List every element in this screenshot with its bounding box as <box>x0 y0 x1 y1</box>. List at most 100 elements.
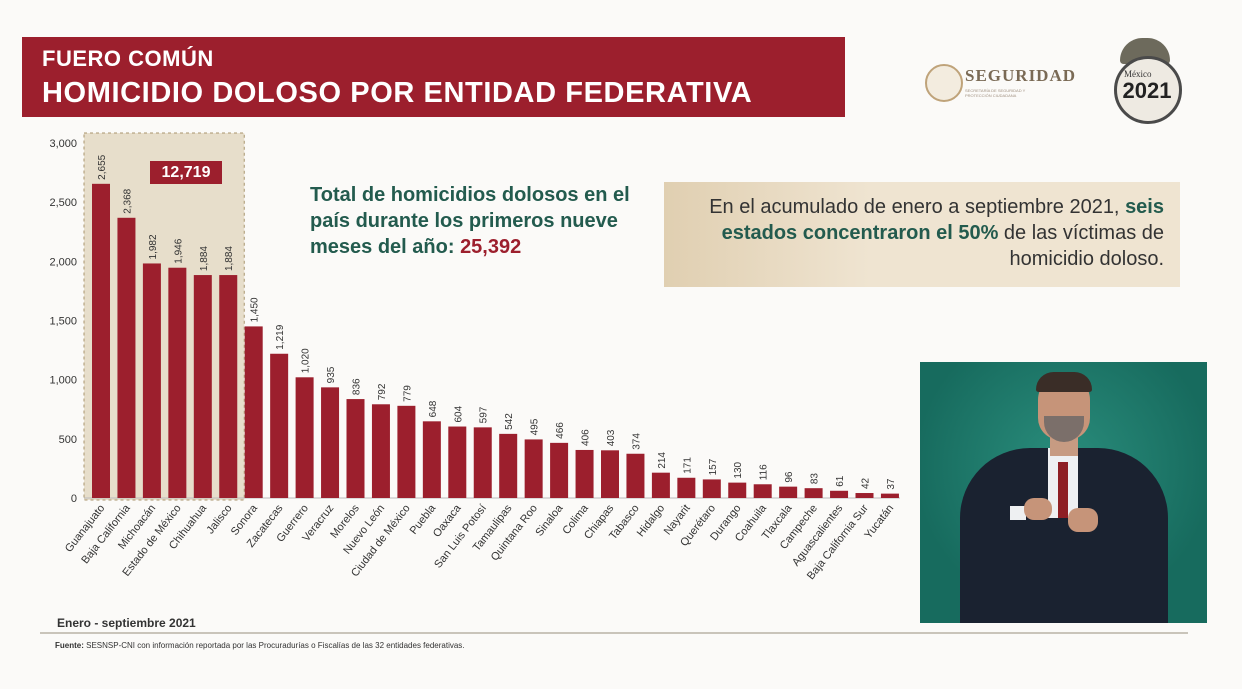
bar <box>702 479 721 498</box>
bar-value-label: 495 <box>530 418 541 435</box>
callout-text: En el acumulado de enero a septiembre 20… <box>664 194 1164 272</box>
bar-value-label: 403 <box>606 429 617 446</box>
bar-value-label: 1,884 <box>199 246 210 271</box>
callout-highlight: seis estados concentraron el 50% <box>721 196 1164 244</box>
bar-value-label: 171 <box>682 457 693 474</box>
bar <box>473 427 492 498</box>
emblem-ring <box>1114 56 1182 124</box>
bar <box>804 488 823 498</box>
emblem-year: 2021 <box>1122 78 1172 103</box>
y-tick-label: 2,500 <box>49 197 77 209</box>
callout-part-1: En el acumulado de enero a septiembre 20… <box>709 196 1126 218</box>
bar <box>244 326 263 498</box>
sign-language-interpreter-video <box>920 362 1207 623</box>
seguridad-wordmark: SEGURIDAD <box>965 66 1077 85</box>
bar-value-label: 42 <box>861 477 872 489</box>
bar <box>219 275 238 498</box>
y-tick-label: 3,000 <box>49 138 77 150</box>
seguridad-logo: SEGURIDAD SECRETARÍA DE SEGURIDAD Y PROT… <box>925 60 1095 104</box>
bar-value-label: 406 <box>581 429 592 446</box>
bar-value-label: 1,884 <box>224 246 235 271</box>
bar <box>499 433 518 498</box>
bar <box>753 484 772 498</box>
bar-value-label: 792 <box>377 383 388 400</box>
bar-value-label: 542 <box>504 413 515 430</box>
bar <box>92 183 110 498</box>
y-tick-label: 1,000 <box>49 375 77 387</box>
source-note: Fuente: SESNSP-CNI con información repor… <box>55 641 465 650</box>
bar <box>601 450 619 498</box>
bar-value-label: 37 <box>886 478 897 490</box>
bar <box>855 493 874 498</box>
bar-value-label: 116 <box>759 464 770 480</box>
bar <box>779 486 798 498</box>
highlight-total-badge: 12,719 <box>150 161 222 184</box>
bar-value-label: 597 <box>479 406 490 423</box>
bar <box>422 421 441 498</box>
bar <box>346 399 365 498</box>
bar <box>270 353 289 498</box>
bar-value-label: 2,368 <box>122 188 133 213</box>
footer-divider <box>40 632 1188 634</box>
bar <box>321 387 340 498</box>
bar <box>524 439 543 498</box>
bar-value-label: 836 <box>352 378 363 395</box>
bar <box>448 426 467 498</box>
bar-value-label: 648 <box>428 400 439 417</box>
bar <box>830 490 849 498</box>
bar <box>728 482 747 498</box>
title-line-2: HOMICIDIO DOLOSO POR ENTIDAD FEDERATIVA <box>42 77 753 109</box>
y-tick-label: 500 <box>59 434 77 446</box>
y-tick-label: 1,500 <box>49 316 77 328</box>
seguridad-subtitle: SECRETARÍA DE SEGURIDAD Y PROTECCIÓN CIU… <box>965 88 1026 98</box>
bar <box>651 472 670 498</box>
bar <box>142 263 161 498</box>
callout-box: En el acumulado de enero a septiembre 20… <box>664 182 1180 287</box>
y-tick-label: 0 <box>71 493 77 505</box>
highlight-region <box>83 132 245 501</box>
bar-value-label: 83 <box>810 473 821 485</box>
bar <box>117 217 136 498</box>
bar <box>397 405 416 498</box>
bar <box>550 442 569 498</box>
bar-value-label: 604 <box>453 405 464 422</box>
mexico-2021-emblem: México 2021 <box>1110 38 1182 124</box>
interpreter-tie <box>1058 462 1068 518</box>
bar <box>626 453 645 498</box>
bar-value-label: 466 <box>555 422 566 439</box>
seal-icon <box>925 64 963 102</box>
total-homicides-text: Total de homicidios dolosos en el país d… <box>310 182 640 260</box>
bar <box>371 404 390 498</box>
source-text: SESNSP-CNI con información reportada por… <box>83 641 465 650</box>
bar-value-label: 2,655 <box>97 154 108 179</box>
bar-value-label: 214 <box>657 452 668 469</box>
bar <box>677 477 696 498</box>
period-label: Enero - septiembre 2021 <box>57 616 196 630</box>
title-line-1: FUERO COMÚN <box>42 46 214 71</box>
bar-value-label: 130 <box>733 461 744 478</box>
bar <box>295 377 314 498</box>
category-label: Sinaloa <box>533 502 566 539</box>
title-banner: FUERO COMÚN HOMICIDIO DOLOSO POR ENTIDAD… <box>22 37 845 117</box>
source-label: Fuente: <box>55 641 84 650</box>
bar-value-label: 374 <box>631 433 642 450</box>
bar-value-label: 935 <box>326 366 337 383</box>
bar-value-label: 1,219 <box>275 324 286 349</box>
bar <box>168 267 187 498</box>
callout-part-2: de las víctimas de homicidio doloso. <box>998 222 1164 270</box>
bar-value-label: 1,020 <box>301 348 312 373</box>
bar-value-label: 779 <box>402 385 413 402</box>
interpreter-hand-right <box>1068 508 1098 532</box>
bar-value-label: 61 <box>835 475 846 487</box>
emblem-text: México <box>1124 69 1152 79</box>
category-label: Hidalgo <box>635 502 667 539</box>
bar-value-label: 157 <box>708 458 719 475</box>
bar <box>575 449 594 498</box>
y-tick-label: 2,000 <box>49 256 77 268</box>
interpreter-hand-left <box>1024 498 1052 520</box>
total-value: 25,392 <box>460 236 522 258</box>
bar <box>880 493 899 498</box>
bar-value-label: 96 <box>784 471 795 483</box>
